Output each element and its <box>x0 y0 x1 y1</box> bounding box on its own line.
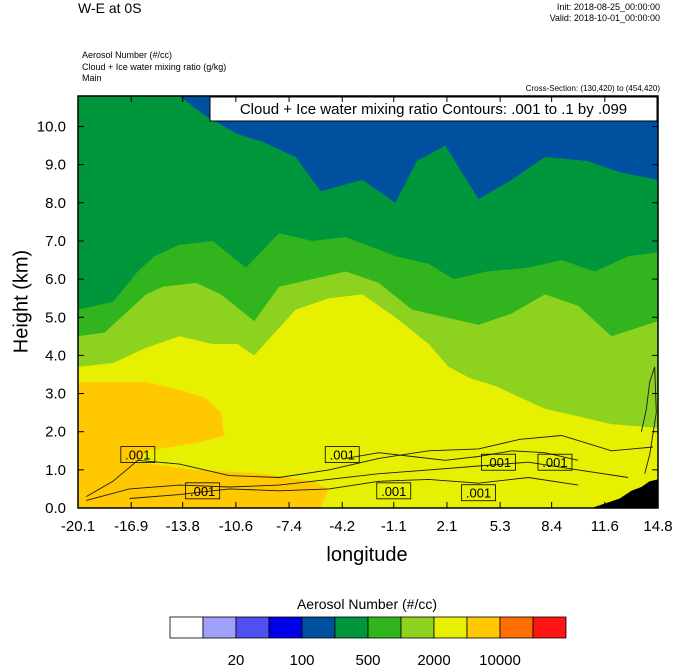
y-tick-label: 8.0 <box>45 195 66 212</box>
contour-label-box <box>481 453 516 471</box>
heatmap-field <box>78 96 658 508</box>
contour-label: .001 <box>381 484 406 499</box>
x-tick-label: 14.8 <box>643 518 672 535</box>
field-label-cloud: Cloud + Ice water mixing ratio (g/kg) <box>82 62 227 72</box>
colorbar-swatch <box>301 616 336 639</box>
colorbar-swatch <box>268 616 303 639</box>
y-tick-label: 10.0 <box>37 119 66 136</box>
contour-legend-text: Cloud + Ice water mixing ratio Contours:… <box>240 101 627 118</box>
colorbar-swatch <box>433 616 468 639</box>
contour-label-box <box>376 482 412 500</box>
cloud-contour-1 <box>86 461 629 501</box>
y-tick-label: 9.0 <box>45 157 66 174</box>
colorbar-swatch <box>235 616 270 639</box>
x-tick-label: -20.1 <box>61 518 95 535</box>
colorbar-title: Aerosol Number (#/cc) <box>296 596 438 612</box>
x-axis-label: longitude <box>326 544 408 566</box>
y-tick-label: 7.0 <box>45 233 66 250</box>
contour-label-box <box>324 446 360 463</box>
colorbar-label: 10000 <box>479 652 521 667</box>
colorbar-swatch <box>466 616 501 639</box>
cloud-contour-0 <box>86 435 654 497</box>
colorbar-swatch <box>334 616 369 639</box>
colorbar-label: 2000 <box>417 652 450 667</box>
y-tick-label: 6.0 <box>45 271 66 288</box>
x-tick-label: -10.6 <box>219 518 253 535</box>
y-tick-label: 2.0 <box>45 424 66 441</box>
contour-label-box <box>461 484 496 502</box>
x-tick-label: -1.1 <box>381 518 407 535</box>
field-label-main: Main <box>82 73 102 83</box>
colorbar-label: 20 <box>228 652 245 667</box>
x-tick-label: 8.4 <box>541 518 562 535</box>
x-tick-label: -16.9 <box>114 518 148 535</box>
y-axis-label: Height (km) <box>10 249 33 354</box>
colorbar-swatch <box>367 616 402 639</box>
colorbar-swatch <box>169 616 204 639</box>
y-tick-label: 4.0 <box>45 347 66 364</box>
colorbar-swatch <box>499 616 534 639</box>
contour-label: .001 <box>466 486 491 501</box>
colorbar-swatch <box>532 616 567 639</box>
contour-label-box <box>120 446 156 463</box>
cloud-contour-3 <box>345 450 579 461</box>
x-tick-label: 5.3 <box>490 518 511 535</box>
x-tick-label: 2.1 <box>437 518 458 535</box>
init-time: Init: 2018-08-25_00:00:00 <box>556 2 660 12</box>
y-tick-label: 3.0 <box>45 386 66 403</box>
contour-label: .001 <box>542 455 567 470</box>
terrain <box>591 479 658 508</box>
plot-frame <box>77 95 659 509</box>
y-tick-label: 1.0 <box>45 462 66 479</box>
plot-title: W-E at 0S <box>78 0 142 16</box>
x-tick-label: 11.6 <box>591 518 619 535</box>
colorbar-label: 500 <box>355 652 380 667</box>
field-label-aerosol: Aerosol Number (#/cc) <box>82 50 173 60</box>
contour-label: .001 <box>125 448 150 463</box>
cloud-contour-4 <box>640 366 657 474</box>
x-tick-label: -4.2 <box>329 518 355 535</box>
cross-section-label: Cross-Section: (130,420) to (454,420) <box>525 84 660 93</box>
y-tick-label: 5.0 <box>45 309 66 326</box>
contour-label: .001 <box>190 484 215 499</box>
y-tick-label: 0.0 <box>45 500 66 517</box>
aerosol-layer-5 <box>78 382 329 508</box>
contour-label-box <box>537 453 573 471</box>
contour-legend-box <box>209 96 658 122</box>
colorbar-swatch <box>202 616 237 639</box>
colorbar-label: 100 <box>289 652 314 667</box>
contour-label: .001 <box>486 455 511 470</box>
x-tick-label: -13.8 <box>166 518 200 535</box>
contour-label: .001 <box>330 448 355 463</box>
x-tick-label: -7.4 <box>276 518 302 535</box>
cloud-contour-2 <box>129 477 579 499</box>
valid-time: Valid: 2018-10-01_00:00:00 <box>549 13 660 23</box>
colorbar-swatch <box>400 616 435 639</box>
contour-label-box <box>185 482 221 500</box>
